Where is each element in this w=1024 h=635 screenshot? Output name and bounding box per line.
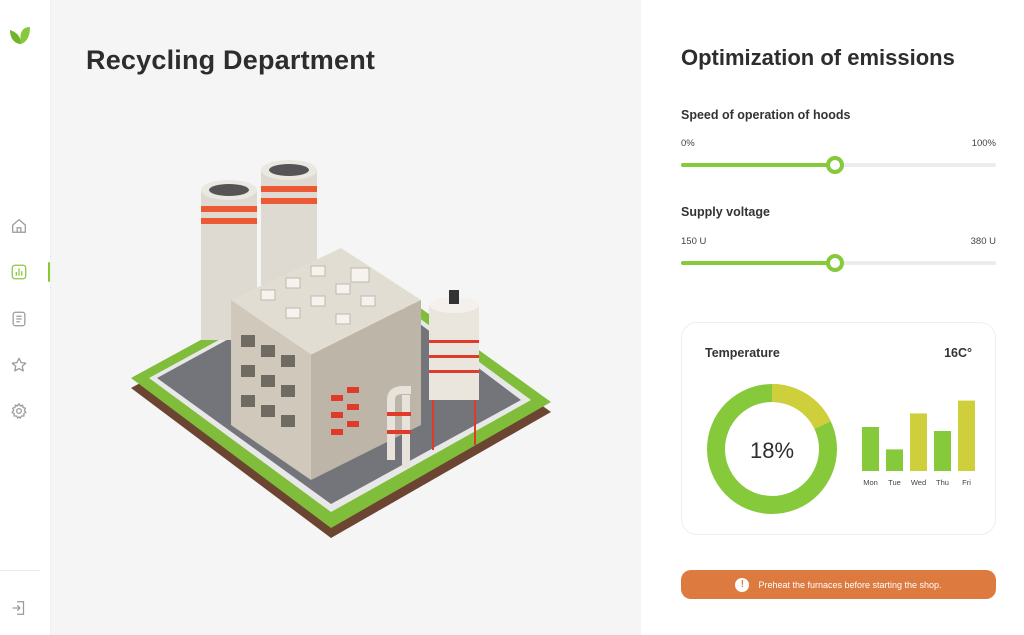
- day-label-wed: Wed: [911, 478, 926, 487]
- temperature-card: Temperature 16C° 18% Mon Tue Wed Thu Fri: [681, 322, 996, 535]
- sidebar-item-home[interactable]: [8, 215, 30, 237]
- sidebar: [0, 0, 51, 635]
- day-label-tue: Tue: [888, 478, 901, 487]
- page-title: Recycling Department: [86, 45, 376, 75]
- main-area: Recycling Department: [51, 0, 641, 635]
- emissions-panel: Optimization of emissions Speed of opera…: [641, 0, 1024, 635]
- active-indicator: [48, 262, 50, 282]
- hood-speed-thumb[interactable]: [826, 156, 845, 174]
- hood-speed-label: Speed of operation of hoods: [681, 108, 851, 122]
- logout-button[interactable]: [8, 597, 30, 619]
- supply-voltage-max: 380 U: [970, 236, 996, 247]
- bar-chart-icon: [11, 264, 27, 280]
- supply-voltage-thumb[interactable]: [826, 254, 845, 272]
- sidebar-item-analytics[interactable]: [8, 261, 30, 283]
- donut-percent-label: 18%: [750, 438, 794, 463]
- gear-icon: [11, 402, 27, 419]
- factory-illustration: [131, 160, 551, 538]
- day-label-mon: Mon: [863, 478, 878, 487]
- exclamation-icon: !: [735, 577, 750, 592]
- alert-text: Preheat the furnaces before starting the…: [758, 579, 942, 590]
- bar-tue: [886, 449, 903, 471]
- panel-title: Optimization of emissions: [681, 45, 955, 70]
- temperature-value: 16C°: [944, 346, 972, 360]
- logout-icon: [12, 601, 25, 615]
- star-icon: [11, 357, 27, 372]
- hood-speed-fill: [681, 163, 836, 167]
- bar-mon: [862, 427, 879, 471]
- bar-thu: [934, 431, 951, 471]
- sidebar-divider: [0, 570, 40, 571]
- bar-wed: [910, 413, 927, 471]
- document-icon: [12, 311, 26, 327]
- sidebar-item-documents[interactable]: [8, 308, 30, 330]
- weekly-bar-chart: Mon Tue Wed Thu Fri: [862, 400, 975, 487]
- home-icon: [12, 218, 26, 233]
- hood-speed-slider[interactable]: [681, 156, 996, 174]
- donut-yellow-segment: [707, 384, 837, 514]
- furnace-alert[interactable]: ! Preheat the furnaces before starting t…: [681, 570, 996, 599]
- day-label-thu: Thu: [936, 478, 949, 487]
- day-label-fri: Fri: [962, 478, 971, 487]
- bar-fri: [958, 400, 975, 471]
- leaf-logo-icon[interactable]: [8, 24, 32, 48]
- supply-voltage-min: 150 U: [681, 236, 707, 247]
- sidebar-item-favorites[interactable]: [8, 354, 30, 376]
- supply-voltage-fill: [681, 261, 836, 265]
- supply-voltage-slider[interactable]: [681, 254, 996, 272]
- temperature-donut: 18%: [707, 384, 837, 514]
- temperature-title: Temperature: [705, 346, 780, 360]
- hood-speed-min: 0%: [681, 138, 695, 149]
- hood-speed-max: 100%: [971, 138, 996, 149]
- sidebar-item-settings[interactable]: [8, 400, 30, 422]
- supply-voltage-label: Supply voltage: [681, 205, 770, 219]
